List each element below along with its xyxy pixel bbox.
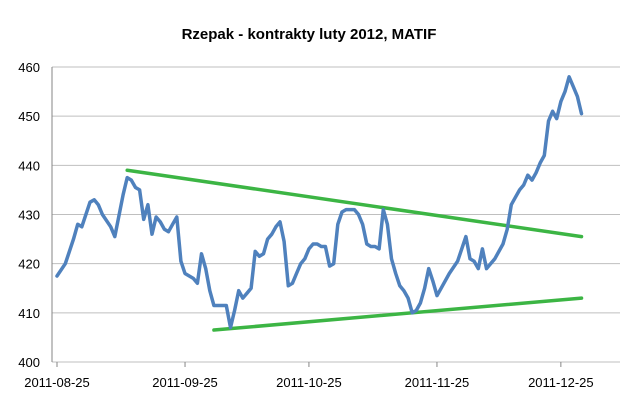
- trendline: [125, 168, 584, 239]
- series-line: [55, 75, 584, 330]
- x-tick-label: 2011-10-25: [276, 375, 342, 390]
- x-tick-label: 2011-12-25: [528, 375, 594, 390]
- y-tick-label: 450: [18, 109, 40, 124]
- trendlines: [125, 168, 584, 332]
- x-tick-label: 2011-11-25: [405, 375, 470, 390]
- x-tick-label: 2011-08-25: [24, 375, 90, 390]
- y-tick-label: 410: [18, 306, 40, 321]
- y-tick-label: 460: [18, 60, 40, 75]
- x-tick-label: 2011-09-25: [152, 375, 218, 390]
- y-tick-label: 420: [18, 257, 40, 272]
- trendline: [212, 296, 584, 332]
- y-tick-label: 440: [18, 158, 40, 173]
- chart-title: Rzepak - kontrakty luty 2012, MATIF: [182, 26, 437, 43]
- y-axis: 460 450 440 430 420 410 400: [18, 60, 53, 370]
- x-axis: 2011-08-25 2011-09-25 2011-10-25 2011-11-25…: [24, 362, 594, 390]
- price-series: [55, 75, 584, 330]
- y-tick-label: 400: [18, 355, 40, 370]
- y-tick-label: 430: [18, 208, 40, 223]
